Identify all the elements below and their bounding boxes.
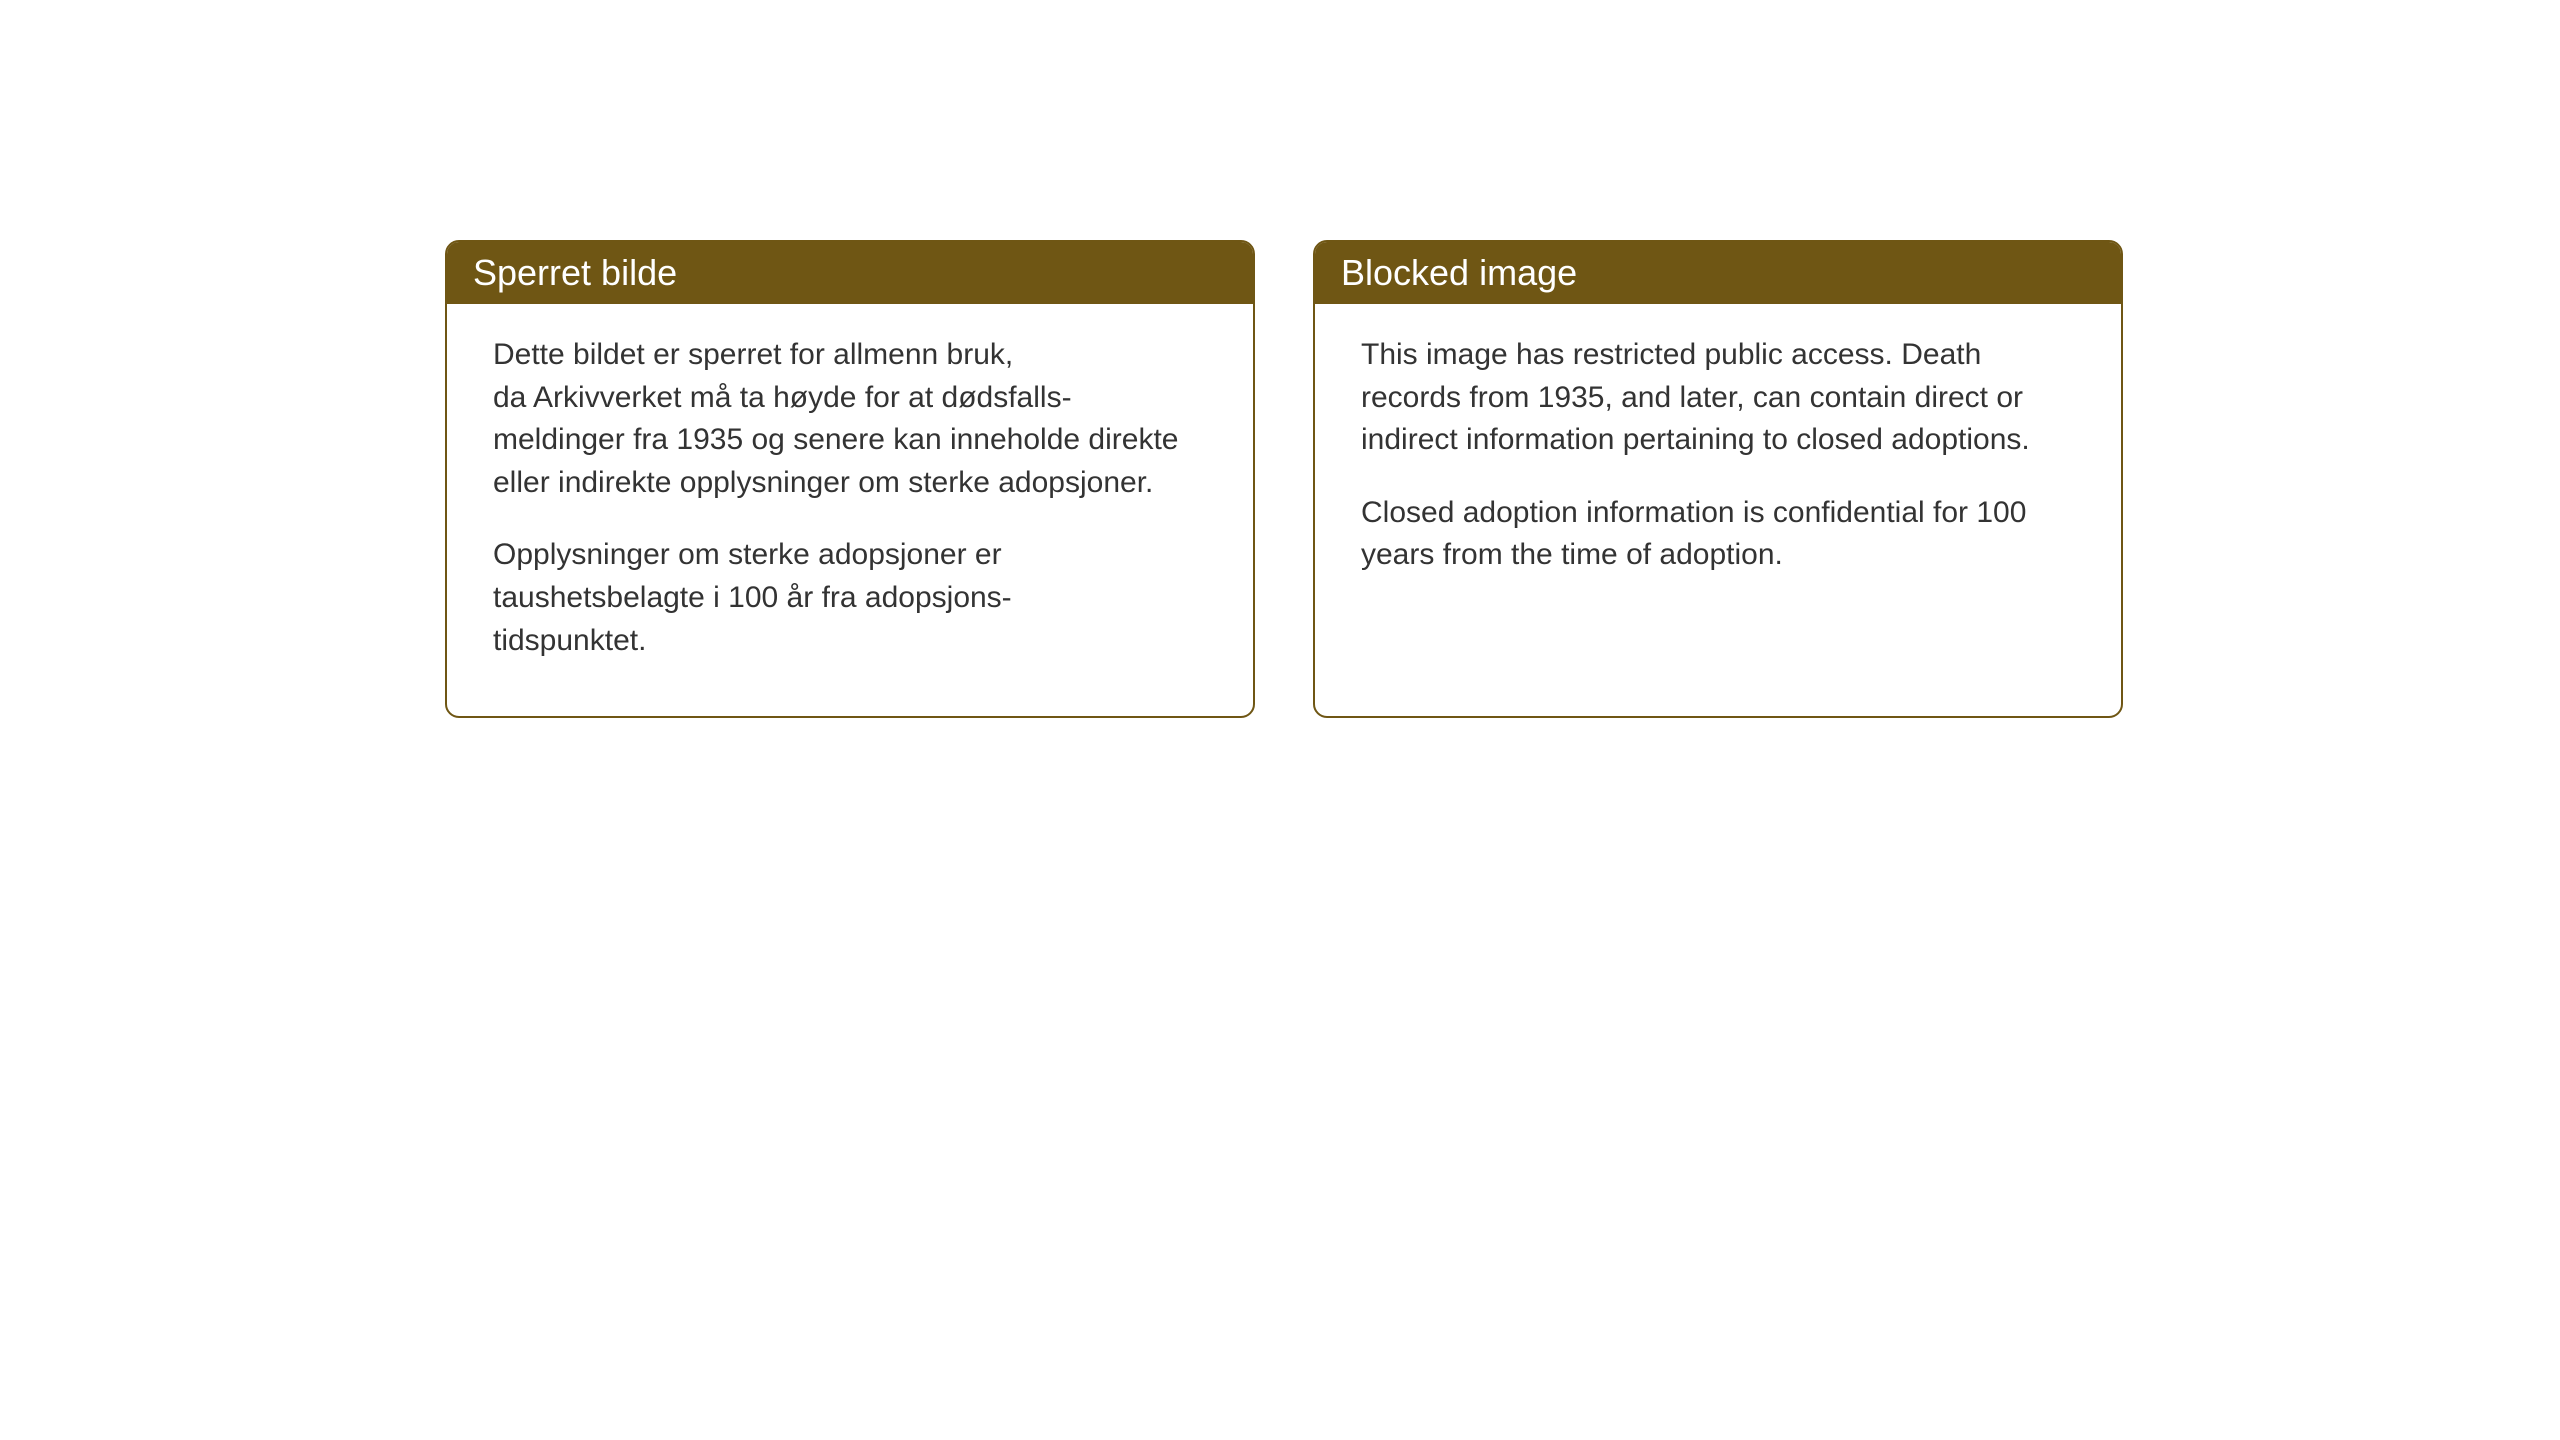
cards-container: Sperret bilde Dette bildet er sperret fo… xyxy=(445,240,2123,718)
card-body-english: This image has restricted public access.… xyxy=(1315,304,2121,716)
card-norwegian: Sperret bilde Dette bildet er sperret fo… xyxy=(445,240,1255,718)
card-english: Blocked image This image has restricted … xyxy=(1313,240,2123,718)
card-para1-norwegian: Dette bildet er sperret for allmenn bruk… xyxy=(493,334,1207,504)
card-title-english: Blocked image xyxy=(1341,252,1577,293)
card-para1-english: This image has restricted public access.… xyxy=(1361,334,2075,462)
card-para2-norwegian: Opplysninger om sterke adopsjoner er tau… xyxy=(493,534,1207,662)
card-body-norwegian: Dette bildet er sperret for allmenn bruk… xyxy=(447,304,1253,700)
card-header-english: Blocked image xyxy=(1315,242,2121,304)
card-header-norwegian: Sperret bilde xyxy=(447,242,1253,304)
card-title-norwegian: Sperret bilde xyxy=(473,252,677,293)
card-para2-english: Closed adoption information is confident… xyxy=(1361,492,2075,577)
